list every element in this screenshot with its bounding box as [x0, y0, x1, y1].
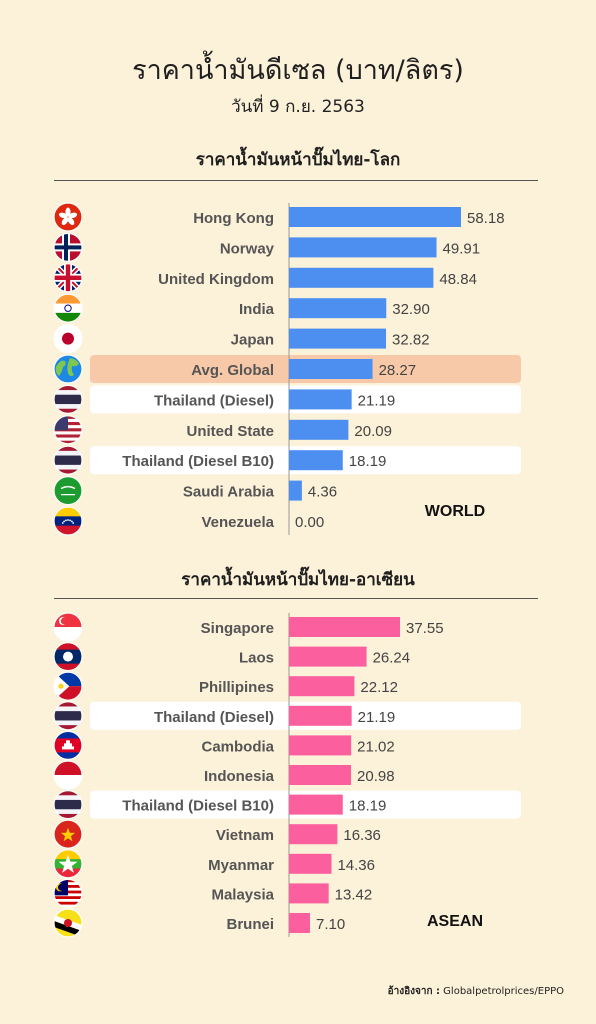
- category-label: Phillipines: [199, 679, 274, 696]
- bar: [289, 450, 343, 471]
- value-label: 13.42: [335, 886, 373, 903]
- value-label: 21.19: [358, 709, 396, 726]
- category-label: Singapore: [201, 620, 274, 637]
- value-label: 20.09: [354, 423, 392, 440]
- bar: [289, 359, 373, 379]
- bar: [289, 267, 434, 288]
- bar: [289, 328, 387, 349]
- value-label: 49.91: [443, 240, 481, 257]
- bar: [289, 389, 352, 410]
- united-kingdom-flag-icon: [53, 263, 83, 293]
- asean-section-divider: [54, 598, 538, 599]
- category-label: Venezuela: [201, 514, 274, 531]
- indonesia-flag-icon: [53, 760, 83, 790]
- bar: [289, 765, 352, 785]
- bar: [289, 207, 461, 227]
- japan-flag-icon: [53, 324, 83, 354]
- united-states-flag-icon: [53, 415, 83, 445]
- india-flag-icon: [53, 293, 83, 323]
- bar: [289, 237, 437, 258]
- asean-section-title: ราคาน้ำมันหน้าปั๊มไทย-อาเซียน: [181, 570, 415, 590]
- category-label: Malaysia: [211, 886, 274, 903]
- bar: [289, 419, 349, 440]
- source-label: อ้างอิงจาก :: [387, 986, 440, 997]
- vietnam-flag-icon: [53, 819, 83, 849]
- value-label: 58.18: [467, 210, 505, 227]
- category-label: Laos: [239, 650, 274, 667]
- value-label: 16.36: [343, 827, 381, 844]
- value-label: 26.24: [373, 650, 411, 667]
- category-label: Thailand (Diesel): [154, 392, 274, 409]
- category-label: Thailand (Diesel B10): [122, 798, 274, 815]
- laos-flag-icon: [53, 641, 83, 672]
- bar: [289, 705, 352, 726]
- page-subtitle: วันที่ 9 ก.ย. 2563: [231, 97, 365, 117]
- bar: [289, 853, 332, 874]
- bar: [289, 824, 338, 845]
- category-label: Thailand (Diesel B10): [122, 453, 274, 470]
- value-label: 0.00: [295, 514, 324, 531]
- thailand-flag-icon: [53, 445, 83, 475]
- category-label: Norway: [220, 240, 275, 257]
- value-label: 14.36: [337, 857, 375, 874]
- category-label: Hong Kong: [193, 210, 274, 227]
- asean-tag: ASEAN: [427, 913, 483, 930]
- category-label: Myanmar: [208, 857, 274, 874]
- category-label: United Kingdom: [158, 271, 274, 288]
- category-label: Japan: [231, 332, 274, 349]
- value-label: 18.19: [349, 453, 387, 470]
- cambodia-flag-icon: [53, 730, 83, 761]
- category-label: Thailand (Diesel): [154, 709, 274, 726]
- value-label: 20.98: [357, 768, 395, 785]
- value-label: 32.82: [392, 332, 430, 349]
- thailand-flag-icon: [53, 701, 83, 731]
- source-text: Globalpetrolprices/EPPO: [443, 986, 564, 997]
- bar: [289, 794, 343, 815]
- category-label: Saudi Arabia: [183, 484, 275, 501]
- value-label: 4.36: [308, 484, 337, 501]
- bar: [289, 913, 310, 933]
- globe-icon: [53, 354, 83, 384]
- category-label: Brunei: [226, 916, 274, 933]
- world-section-divider: [54, 180, 538, 181]
- bar: [289, 735, 352, 756]
- thailand-flag-icon: [53, 384, 83, 414]
- category-label: Avg. Global: [191, 362, 274, 379]
- bar: [289, 676, 355, 697]
- category-label: Vietnam: [216, 827, 274, 844]
- malaysia-flag-icon: [53, 878, 83, 909]
- value-label: 48.84: [439, 271, 477, 288]
- value-label: 22.12: [360, 679, 398, 696]
- norway-flag-icon: [53, 232, 83, 262]
- venezuela-flag-icon: [53, 506, 83, 536]
- value-label: 21.02: [357, 738, 395, 755]
- category-label: India: [239, 301, 275, 318]
- bar: [289, 617, 401, 637]
- saudi-arabia-flag-icon: [53, 476, 83, 506]
- bar: [289, 480, 302, 501]
- value-label: 37.55: [406, 620, 444, 637]
- category-label: Cambodia: [201, 738, 274, 755]
- category-label: Indonesia: [204, 768, 275, 785]
- hong-kong-flag-icon: [53, 202, 83, 232]
- page-title: ราคาน้ำมันดีเซล (บาท/ลิตร): [132, 55, 464, 86]
- value-label: 18.19: [349, 798, 387, 815]
- value-label: 28.27: [379, 362, 417, 379]
- philippines-flag-icon: [53, 671, 83, 701]
- brunei-flag-icon: [53, 908, 83, 938]
- value-label: 32.90: [392, 301, 430, 318]
- world-tag: WORLD: [425, 503, 485, 520]
- bar: [289, 883, 329, 904]
- bar: [289, 298, 387, 319]
- singapore-flag-icon: [53, 612, 83, 642]
- myanmar-flag-icon: [53, 849, 83, 879]
- category-label: United State: [186, 423, 274, 440]
- value-label: 21.19: [358, 392, 396, 409]
- world-section-title: ราคาน้ำมันหน้าปั๊มไทย-โลก: [195, 150, 401, 170]
- thailand-flag-icon: [53, 789, 83, 820]
- source-note: อ้างอิงจาก : Globalpetrolprices/EPPO: [388, 984, 564, 999]
- bar: [289, 646, 367, 667]
- value-label: 7.10: [316, 916, 345, 933]
